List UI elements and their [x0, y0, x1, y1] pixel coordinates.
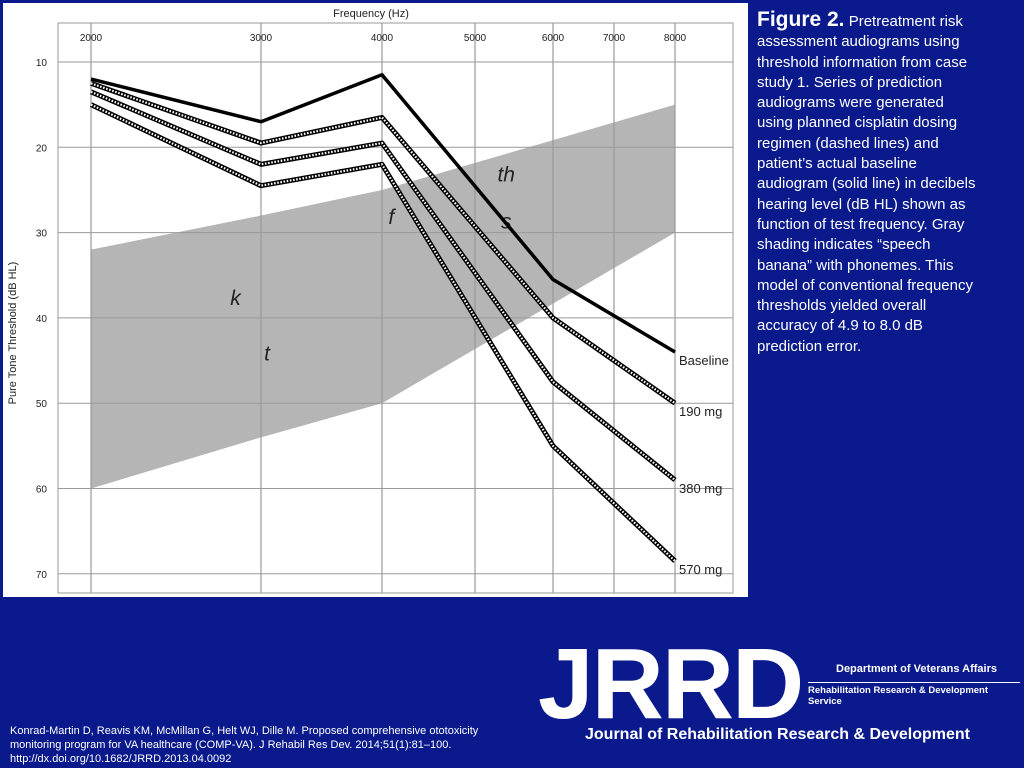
citation-line: Konrad-Martin D, Reavis KM, McMillan G, … [10, 725, 479, 737]
citation: Konrad-Martin D, Reavis KM, McMillan G, … [10, 724, 530, 766]
chart-panel: 2000 3000 4000 5000 6000 7000 8000 10 20 30 40 50 60… [3, 3, 748, 597]
y-tick-label: 70 [36, 570, 48, 581]
x-tick-label: 2000 [80, 33, 103, 44]
phoneme-label: k [230, 287, 242, 310]
x-tick-label: 4000 [371, 33, 394, 44]
series-line-dash [90, 90, 676, 481]
x-tick-label: 5000 [464, 33, 487, 44]
caption-line: thresholds yielded overall [757, 297, 927, 315]
x-axis-title: Frequency (Hz) [333, 8, 409, 20]
caption-line: study 1. Series of prediction [757, 73, 943, 91]
y-tick-label: 50 [36, 399, 48, 410]
x-tick-label: 7000 [603, 33, 626, 44]
caption-line: Pretreatment risk [844, 13, 963, 30]
va-department-label: Department of Veterans Affairs [836, 663, 997, 675]
caption-line: threshold information from case [757, 53, 968, 71]
caption-line: hearing level (dB HL) shown as [757, 195, 966, 213]
caption-line: regimen (dashed lines) and [757, 134, 939, 152]
y-axis-title: Pure Tone Threshold (dB HL) [7, 262, 19, 405]
series-label: 190 mg [679, 404, 722, 419]
va-service-label: Rehabilitation Research & Development Se… [808, 685, 989, 707]
y-tick-label: 20 [36, 143, 48, 154]
caption-line: audiogram (solid line) in decibels [757, 175, 976, 193]
phoneme-label: t [264, 343, 271, 366]
series-label: 380 mg [679, 481, 722, 496]
series-line [90, 80, 677, 406]
journal-full-name: Journal of Rehabilitation Research & Dev… [585, 726, 970, 743]
caption-line: function of test frequency. Gray [757, 215, 965, 233]
x-tick-label: 3000 [250, 33, 273, 44]
citation-doi: http://dx.doi.org/10.1682/JRRD.2013.04.0… [10, 753, 232, 765]
caption-line: audiograms were generated [757, 94, 944, 112]
phoneme-label: th [497, 163, 515, 186]
y-tick-label: 60 [36, 485, 48, 496]
caption-line: accuracy of 4.9 to 8.0 dB [757, 317, 923, 335]
x-tick-label: 8000 [664, 33, 687, 44]
caption-line: patient’s actual baseline [757, 155, 917, 173]
logo-divider [808, 682, 1020, 683]
series-line-dash [90, 103, 676, 562]
y-tick-label: 40 [36, 314, 48, 325]
y-tick-label: 10 [36, 58, 48, 69]
caption-title: Figure 2. [757, 8, 845, 31]
series-label: 570 mg [679, 562, 722, 577]
caption-line: shading indicates “speech [757, 236, 931, 254]
series-line [90, 73, 676, 354]
caption-line: model of conventional frequency [757, 276, 973, 294]
jrrd-logo: JRRD [538, 628, 804, 740]
caption-line: using planned cisplatin dosing [757, 114, 958, 132]
caption-line: banana” with phonemes. This [757, 256, 954, 274]
audiogram-chart: 2000 3000 4000 5000 6000 7000 8000 10 20 30 40 50 60… [7, 8, 734, 594]
caption-line: prediction error. [757, 337, 862, 355]
plot-frame [57, 22, 734, 594]
figure-caption: Figure 2. Pretreatment risk assessment a… [757, 8, 1017, 357]
y-tick-label: 30 [36, 229, 48, 240]
caption-line: assessment audiograms using [757, 33, 960, 51]
phoneme-label: f [388, 206, 396, 229]
x-tick-label: 6000 [542, 33, 565, 44]
citation-line: monitoring program for VA healthcare (CO… [10, 739, 452, 751]
speech-banana-area [91, 104, 675, 489]
series-label: Baseline [679, 353, 729, 368]
